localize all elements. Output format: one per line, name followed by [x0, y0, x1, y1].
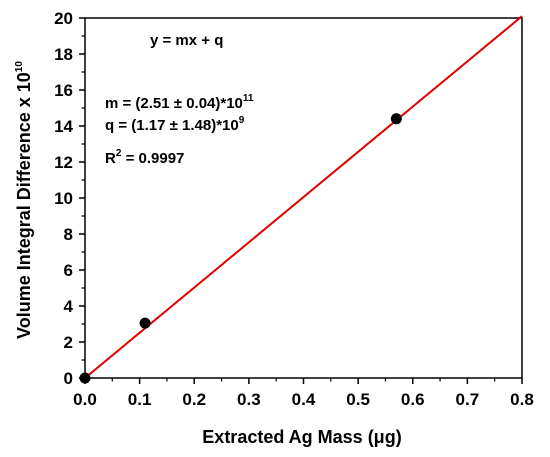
- x-tick-label: 0.4: [292, 390, 316, 409]
- x-tick-label: 0.1: [128, 390, 152, 409]
- fit-line: [84, 15, 523, 379]
- y-tick-label: 20: [54, 9, 73, 28]
- x-tick-label: 0.0: [73, 390, 97, 409]
- x-axis-title: Extracted Ag Mass (μg): [202, 427, 401, 447]
- y-tick-label: 6: [64, 261, 73, 280]
- y-tick-label: 4: [64, 297, 74, 316]
- y-tick-label: 10: [54, 189, 73, 208]
- x-tick-label: 0.8: [510, 390, 534, 409]
- x-tick-label: 0.6: [401, 390, 425, 409]
- y-tick-label: 16: [54, 81, 73, 100]
- equation-annotation: y = mx + q: [150, 32, 223, 49]
- data-point: [390, 113, 402, 125]
- data-point: [79, 372, 91, 384]
- x-tick-label: 0.5: [346, 390, 370, 409]
- y-tick-label: 14: [54, 117, 73, 136]
- y-tick-label: 2: [64, 333, 73, 352]
- plot-area: 0.0 0.1 0.2 0.3 0.4 0.5 0.6 0.7 0.8 0 2 4 6 8 10 12 14 16…: [54, 9, 534, 409]
- y-axis-title: Volume Integral Difference x 1010: [14, 61, 34, 339]
- x-tick-label: 0.2: [182, 390, 206, 409]
- data-point: [139, 317, 151, 329]
- x-tick-label: 0.3: [237, 390, 261, 409]
- x-tick-label: 0.7: [456, 390, 480, 409]
- intercept-annotation: q = (1.17 ± 1.48)*109: [105, 115, 245, 134]
- slope-annotation: m = (2.51 ± 0.04)*1011: [105, 93, 254, 112]
- y-tick-label: 12: [54, 153, 73, 172]
- y-tick-label: 18: [54, 45, 73, 64]
- r-squared-annotation: R2 = 0.9997: [105, 148, 184, 167]
- y-tick-label: 0: [64, 369, 73, 388]
- y-tick-label: 8: [64, 225, 73, 244]
